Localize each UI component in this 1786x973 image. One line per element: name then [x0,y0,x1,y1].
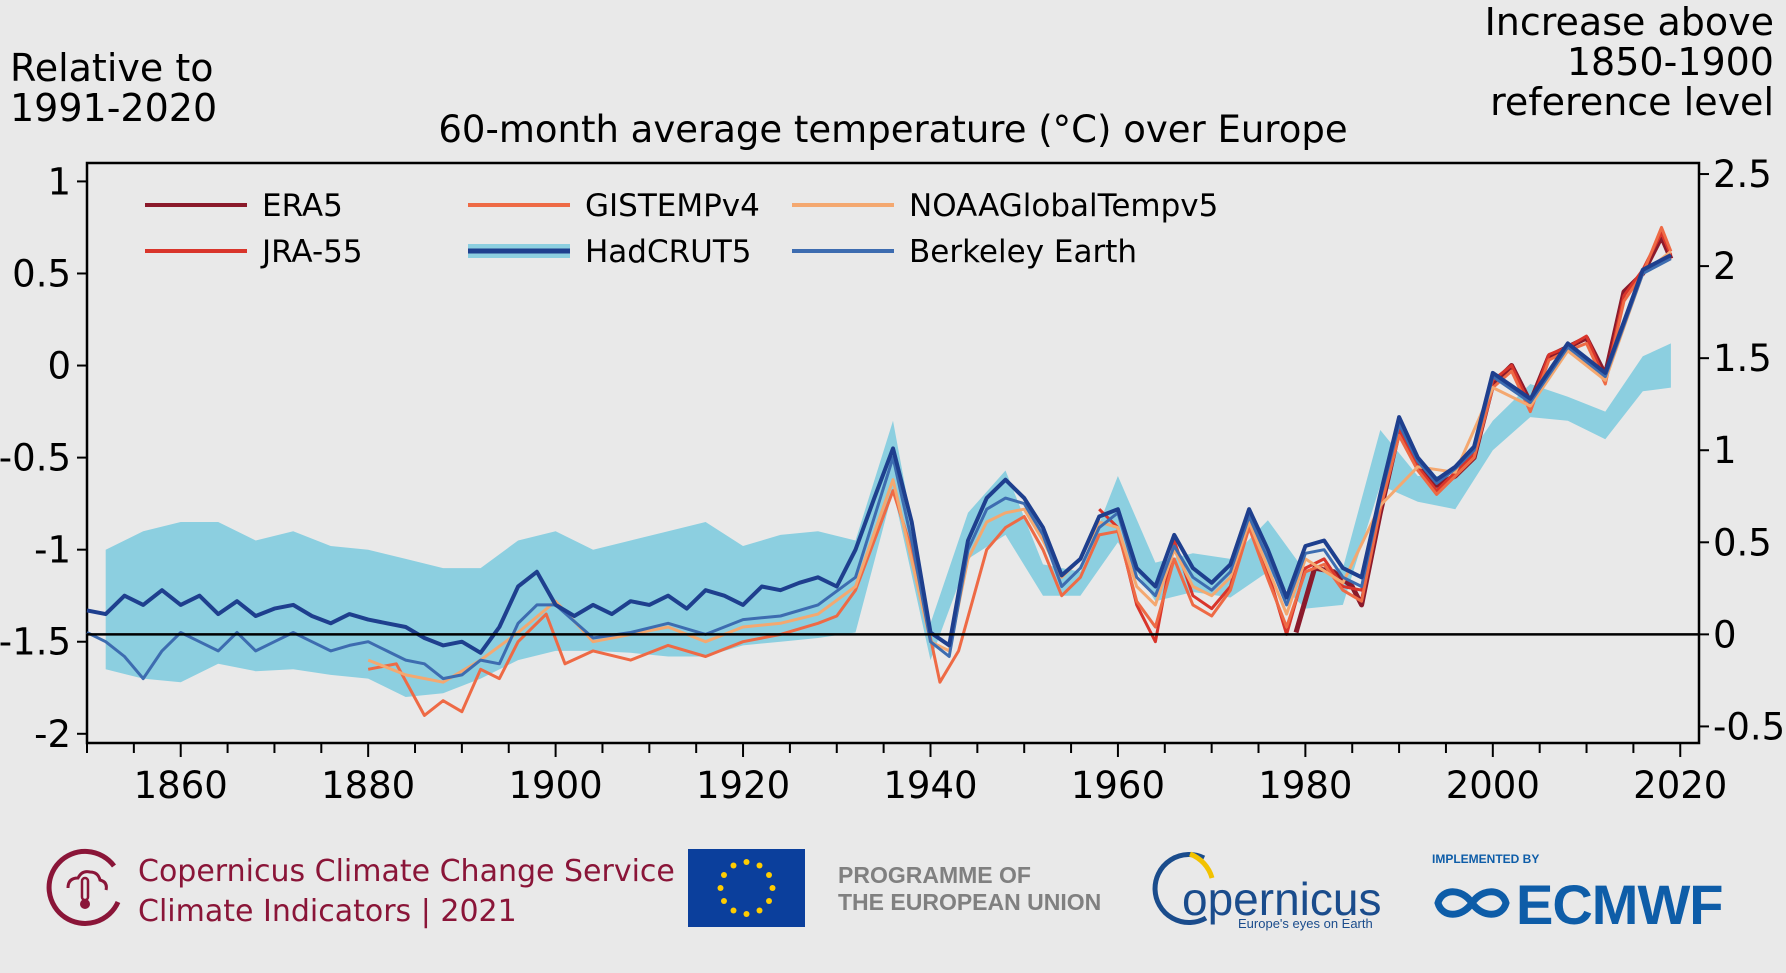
programme-text: PROGRAMME OF THE EUROPEAN UNION [838,862,1101,916]
programme-line: THE EUROPEAN UNION [838,889,1102,915]
eu-star-icon [756,907,763,914]
c3s-line: Copernicus Climate Change Service [138,854,675,889]
plot-frame [85,161,1701,745]
right-axis-tick-label: 2 [1713,245,1737,288]
eu-star-icon [730,907,737,914]
left-axis-tick-label: 0.5 [12,252,71,295]
c3s-text: Copernicus Climate Change Service Climat… [138,852,675,932]
right-axis-tick-label: 0 [1713,613,1737,656]
left-axis-tick-label: -0.5 [0,437,71,480]
eu-star-icon [743,911,750,917]
programme-line: PROGRAMME OF [838,862,1031,888]
eu-flag-icon [688,849,805,927]
x-axis: 1860 1880 1900 1920 1940 1960 1980 2000 2020 [86,743,1727,807]
x-axis-tick-label: 1860 [134,764,228,807]
legend-label: NOAAGlobalTempv5 [909,188,1218,224]
eu-star-icon [766,872,773,878]
left-axis-tick-label: -1 [34,529,71,572]
c3s-line: Climate Indicators | 2021 [138,894,517,929]
copernicus-logo-icon [1152,851,1215,925]
chart-title: 60-month average temperature (°C) over E… [438,108,1348,151]
x-axis-tick-label: 1960 [1071,764,1165,807]
x-axis-tick-label: 1980 [1258,764,1352,807]
right-axis-tick-label: 2.5 [1713,153,1772,196]
x-axis-tick-label: 2000 [1446,764,1540,807]
left-axis-tick-label: 0 [47,345,71,388]
left-axis-tick-label: -1.5 [0,621,71,664]
c3s-logo-icon [46,848,121,926]
x-axis-tick-label: 2020 [1633,764,1727,807]
left-axis-title-line: Relative to [10,46,214,90]
right-axis-title: Increase above 1850-1900 reference level [1485,2,1774,122]
eu-star-icon [720,872,727,878]
ecmwf-name: ECMWF [1516,873,1724,936]
right-axis-tick-label: -0.5 [1713,705,1785,748]
right-axis-title-line: Increase above [1484,0,1774,44]
right-axis-tick-label: 0.5 [1713,521,1772,564]
series-line-gistempv4 [367,225,1673,717]
series-line-hadcrut5 [86,253,1672,655]
eu-star-icon [717,885,724,891]
left-axis: 1 0.5 0 -0.5 -1 -1.5 -2 [0,160,87,756]
right-axis-title-line: 1850-1900 [1566,40,1774,84]
eu-star-icon [720,898,727,904]
eu-star-icon [743,859,750,865]
ecmwf-logo-icon [1434,888,1510,918]
right-axis-tick-label: 1 [1713,429,1737,472]
eu-star-icon [769,885,776,891]
eu-star-icon [730,862,737,869]
legend-label: GISTEMPv4 [585,188,760,224]
left-axis-tick-label: 1 [47,160,71,203]
left-axis-title: Relative to 1991-2020 [10,48,217,128]
left-axis-tick-label: -2 [34,713,71,756]
x-axis-tick-label: 1920 [696,764,790,807]
legend-label: JRA-55 [260,234,363,270]
copernicus-name: opernicus [1182,873,1382,925]
eu-star-icon [756,862,763,869]
legend: ERA5 JRA-55 GISTEMPv4 HadCRUT5 NOAAGlobalTem… [145,188,1218,270]
left-axis-title-line: 1991-2020 [10,86,218,130]
series-layer [86,225,1674,717]
hadcrut5-uncertainty-band [105,343,1671,697]
legend-label: HadCRUT5 [585,234,752,270]
right-axis-title-line: reference level [1490,80,1774,124]
uncertainty-band-layer [105,343,1671,697]
legend-label: ERA5 [262,188,343,224]
right-axis-tick-label: 1.5 [1713,337,1772,380]
x-axis-tick-label: 1880 [321,764,415,807]
x-axis-tick-label: 1900 [509,764,603,807]
ecmwf-implemented-by: IMPLEMENTED BY [1432,852,1540,866]
right-axis: 2.5 2 1.5 1 0.5 0 -0.5 [1699,153,1785,748]
copernicus-tagline: Europe's eyes on Earth [1238,916,1373,931]
eu-star-icon [766,898,773,904]
x-axis-tick-label: 1940 [883,764,977,807]
legend-label: Berkeley Earth [909,234,1137,270]
